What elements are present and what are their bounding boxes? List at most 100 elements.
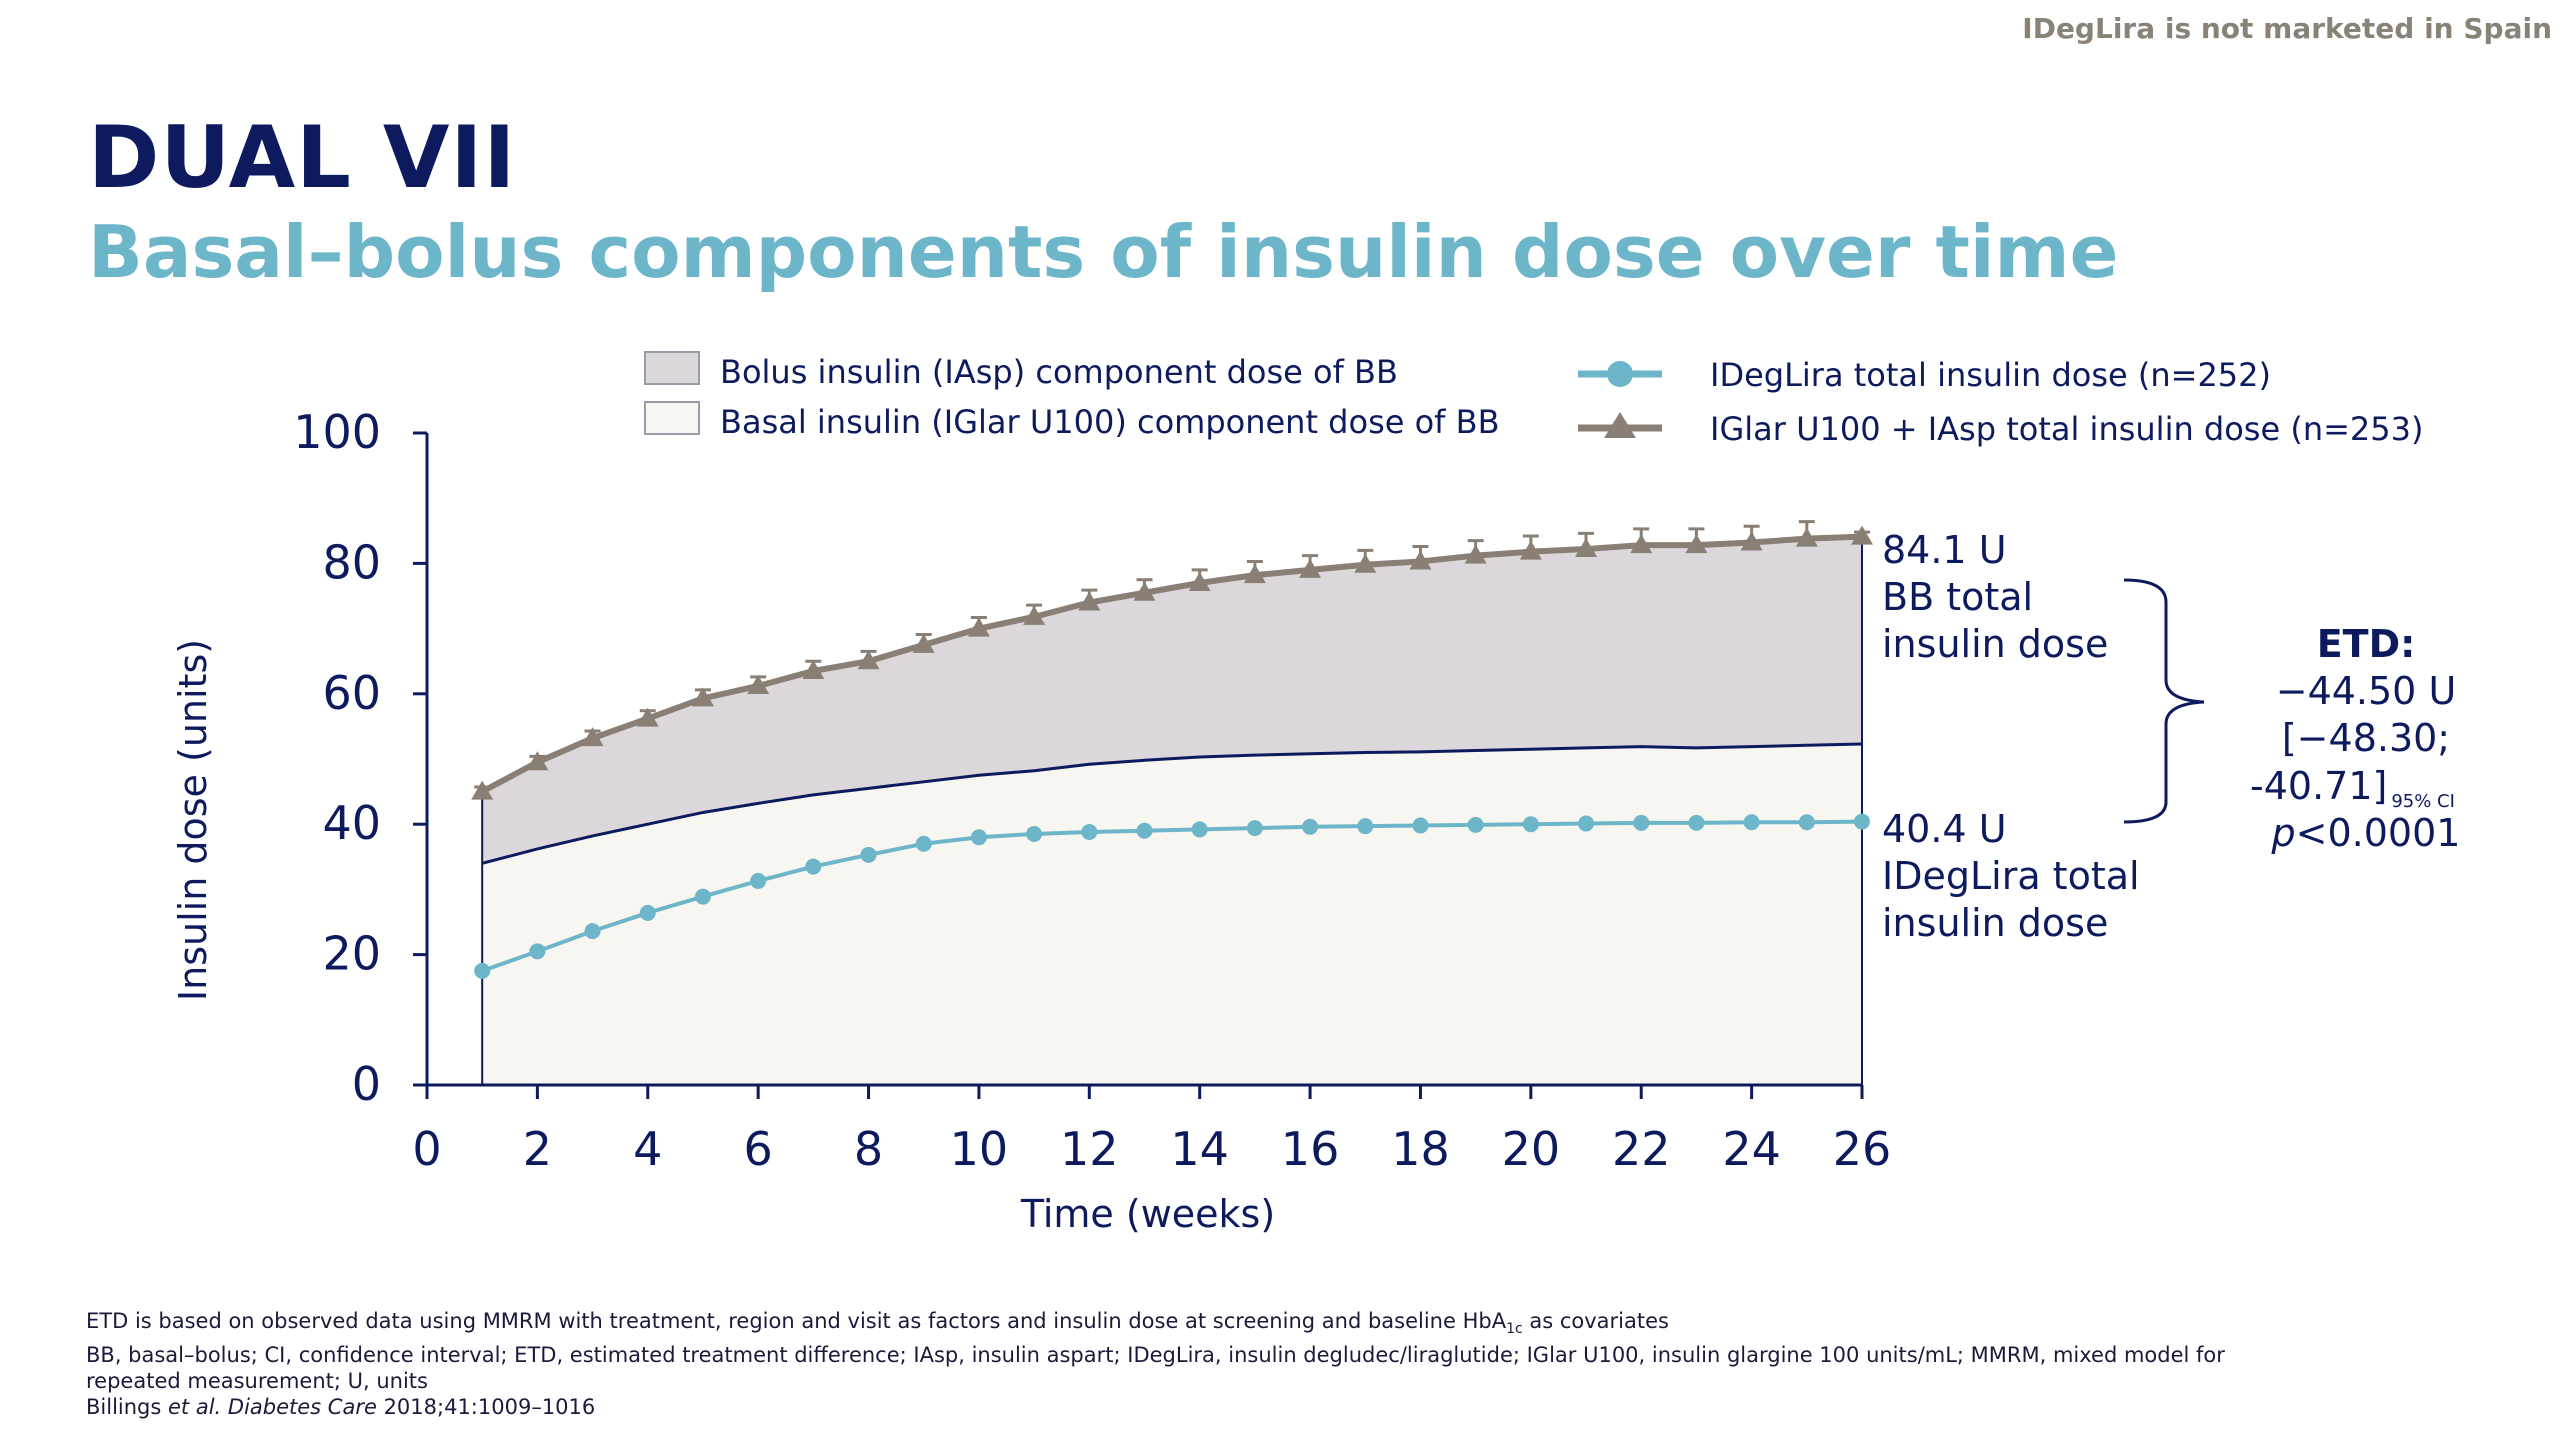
footnote-line-4: Billings et al. Diabetes Care 2018;41:10…: [86, 1394, 2366, 1420]
etd-p-value: p<0.0001: [2271, 811, 2461, 855]
footnote-1-main: ETD is based on observed data using MMRM…: [86, 1309, 1507, 1333]
ideglira-marker: [1522, 816, 1539, 833]
y-tick-label: 60: [322, 666, 381, 720]
slide-subtitle: Basal–bolus components of insulin dose o…: [88, 210, 2119, 294]
etd-ci-subscript: 95% CI: [2391, 791, 2455, 812]
bb-total-marker: [1851, 525, 1873, 545]
footnotes: ETD is based on observed data using MMRM…: [86, 1308, 2366, 1420]
bb-total-label-2: insulin dose: [1882, 622, 2108, 666]
etd-p-letter: p: [2271, 811, 2296, 855]
ideglira-total-label-2: insulin dose: [1882, 901, 2108, 945]
ideglira-marker: [915, 835, 932, 852]
etd-title: ETD:: [2317, 622, 2416, 666]
ideglira-marker: [1633, 814, 1650, 831]
ideglira-marker: [584, 923, 601, 940]
basal-component-area: [482, 744, 1862, 1085]
ideglira-marker: [1026, 825, 1043, 842]
ideglira-marker: [1467, 816, 1484, 833]
footnote-line-2: BB, basal–bolus; CI, confidence interval…: [86, 1343, 2225, 1368]
x-tick-label: 24: [1722, 1122, 1781, 1176]
legend: Bolus insulin (IAsp) component dose of B…: [644, 351, 2423, 448]
ideglira-marker: [1854, 813, 1870, 830]
bb-total-marker: [526, 751, 549, 771]
legend-label-ideglira: IDegLira total insulin dose (n=252): [1710, 356, 2271, 394]
bb-total-marker: [1630, 534, 1653, 554]
bb-total-marker: [1519, 540, 1542, 560]
etd-block: ETD: −44.50 U [−48.30; -40.71] 95% CI p<0…: [2250, 622, 2460, 855]
bb-total-marker: [1409, 550, 1432, 570]
bb-total-marker: [912, 633, 935, 653]
bb-total-marker: [1575, 538, 1598, 558]
etd-ci-lower: [−48.30;: [2282, 716, 2450, 760]
x-tick-label: 10: [950, 1122, 1009, 1176]
etd-value: −44.50 U: [2276, 669, 2457, 713]
ideglira-marker: [1136, 822, 1153, 839]
x-tick-label: 20: [1502, 1122, 1561, 1176]
ideglira-marker: [1246, 820, 1263, 837]
bb-total-marker: [1188, 571, 1211, 591]
x-tick-label: 22: [1612, 1122, 1671, 1176]
ideglira-marker: [805, 858, 822, 875]
bb-total-marker: [1299, 558, 1322, 578]
legend-label-bb-total: IGlar U100 + IAsp total insulin dose (n=…: [1710, 410, 2423, 448]
y-axis-label: Insulin dose (units): [171, 639, 215, 1001]
ideglira-total-value: 40.4 U: [1882, 807, 2007, 851]
x-tick-label: 16: [1281, 1122, 1340, 1176]
y-tick-label: 80: [322, 535, 381, 589]
bolus-component-area: [482, 536, 1862, 864]
x-tick-label: 6: [744, 1122, 773, 1176]
ideglira-marker: [1302, 818, 1319, 835]
ideglira-marker: [639, 904, 656, 921]
x-tick-label: 18: [1391, 1122, 1450, 1176]
ideglira-marker: [529, 943, 546, 960]
x-axis-label: Time (weeks): [1020, 1192, 1275, 1236]
ideglira-marker: [1688, 814, 1705, 831]
bb-total-marker: [857, 650, 880, 670]
footnote-1-sub: 1c: [1506, 1321, 1523, 1338]
ideglira-marker: [1081, 824, 1098, 841]
ideglira-marker: [860, 846, 877, 863]
y-tick-label: 0: [352, 1057, 381, 1111]
footnote-1-end: as covariates: [1522, 1309, 1669, 1333]
y-tick-label: 100: [293, 405, 381, 459]
ideglira-total-line: [481, 819, 1863, 973]
bb-total-marker: [636, 707, 659, 727]
ideglira-marker: [970, 829, 987, 846]
bb-total-marker: [1354, 553, 1377, 573]
etd-ci-upper: -40.71] 95% CI: [2250, 764, 2455, 812]
bb-total-marker: [1740, 531, 1763, 551]
legend-label-basal: Basal insulin (IGlar U100) component dos…: [720, 403, 1500, 441]
x-tick-label: 26: [1833, 1122, 1892, 1176]
ideglira-marker: [1191, 821, 1208, 838]
legend-swatch-basal: [644, 401, 700, 435]
basal-component-line: [481, 742, 1863, 865]
bb-total-value: 84.1 U: [1882, 528, 2007, 572]
reference-journal: Diabetes Care: [221, 1395, 377, 1420]
etd-ci-upper-value: -40.71]: [2250, 764, 2387, 808]
bb-total-line: [480, 533, 1863, 795]
market-notice: IDegLira is not marketed in Spain: [2022, 12, 2552, 45]
bb-total-marker: [1243, 564, 1266, 584]
footnote-line-3: repeated measurement; U, units: [86, 1369, 428, 1394]
ideglira-marker: [1412, 817, 1429, 834]
ideglira-marker: [474, 962, 491, 979]
bb-total-label-1: BB total: [1882, 575, 2033, 619]
ideglira-marker: [1578, 815, 1595, 832]
bb-total-marker: [691, 687, 714, 707]
x-tick-label: 14: [1170, 1122, 1229, 1176]
ideglira-marker: [1743, 814, 1760, 831]
ideglira-marker: [1357, 818, 1374, 835]
legend-marker-ideglira: [1607, 361, 1633, 387]
bb-annotation: 84.1 U BB total insulin dose: [1882, 528, 2108, 666]
y-tick-label: 20: [322, 927, 381, 981]
reference-details: 2018;41:1009–1016: [376, 1395, 596, 1420]
slide-title: DUAL VII: [88, 108, 517, 208]
ideglira-total-label-1: IDegLira total: [1882, 854, 2140, 898]
x-tick-label: 0: [412, 1122, 441, 1176]
bb-total-marker: [1685, 534, 1708, 554]
ideglira-annotation: 40.4 U IDegLira total insulin dose: [1882, 807, 2140, 945]
legend-swatch-bolus: [644, 351, 700, 385]
etd-p-rest: <0.0001: [2296, 811, 2461, 855]
x-tick-label: 4: [633, 1122, 662, 1176]
